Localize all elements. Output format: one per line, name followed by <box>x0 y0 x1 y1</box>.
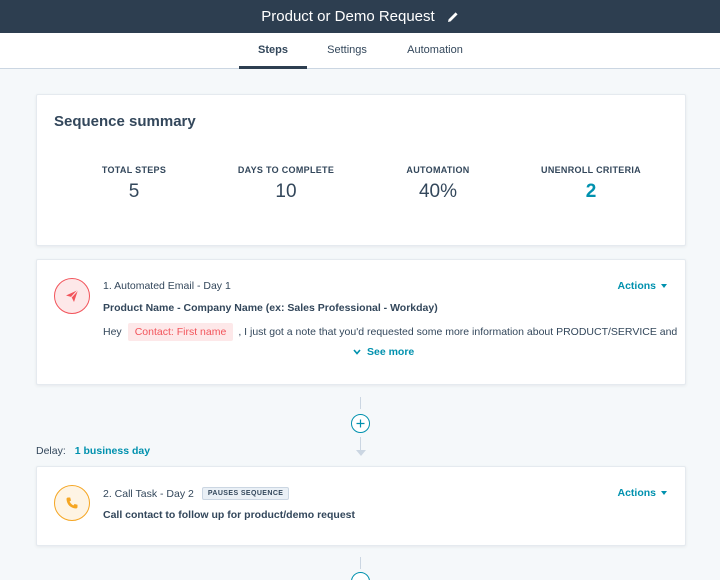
connector-line <box>360 397 361 409</box>
stat-label: TOTAL STEPS <box>101 165 167 175</box>
tab-bar: Steps Settings Automation <box>0 33 720 69</box>
stat-label: AUTOMATION <box>406 165 470 175</box>
stat-label: UNENROLL CRITERIA <box>541 165 641 175</box>
step-heading-text: 2. Call Task - Day 2 <box>103 487 194 500</box>
step-card-email: 1. Automated Email - Day 1 Actions Produ… <box>36 259 686 385</box>
step-heading-text: 1. Automated Email - Day 1 <box>103 280 231 292</box>
body-prefix: Hey <box>103 326 122 338</box>
step-heading: 2. Call Task - Day 2 PAUSES SEQUENCE <box>103 487 290 500</box>
personalization-token: Contact: First name <box>127 323 234 341</box>
body-suffix: , I just got a note that you'd requested… <box>238 326 678 338</box>
stat-value: 10 <box>275 181 297 202</box>
tab-settings[interactable]: Settings <box>327 44 367 56</box>
stat-label: DAYS TO COMPLETE <box>237 165 335 175</box>
unenroll-criteria-link[interactable]: 2 <box>585 181 597 202</box>
connector-line <box>360 437 361 450</box>
stat-days-to-complete: DAYS TO COMPLETE 10 <box>216 165 356 203</box>
see-more-label: See more <box>367 346 415 358</box>
step-heading: 1. Automated Email - Day 1 <box>103 280 231 292</box>
caret-down-icon <box>661 491 667 495</box>
stat-automation: AUTOMATION 40% <box>368 165 508 203</box>
email-subject: Product Name - Company Name (ex: Sales P… <box>103 302 438 314</box>
add-step-button[interactable] <box>351 572 370 580</box>
delay-row: Delay: 1 business day <box>36 445 150 457</box>
phone-icon <box>54 485 90 521</box>
delay-label: Delay: <box>36 445 66 457</box>
step-card-call: 2. Call Task - Day 2 PAUSES SEQUENCE Act… <box>36 466 686 546</box>
pauses-sequence-badge: PAUSES SEQUENCE <box>201 487 290 500</box>
stat-value: 40% <box>418 181 458 202</box>
paper-plane-icon <box>54 278 90 314</box>
tab-steps[interactable]: Steps <box>239 33 307 69</box>
actions-dropdown[interactable]: Actions <box>617 487 667 499</box>
tab-automation[interactable]: Automation <box>407 44 463 56</box>
pencil-icon[interactable] <box>447 11 459 23</box>
actions-label: Actions <box>617 280 656 292</box>
sequence-summary-card: Sequence summary TOTAL STEPS 5 DAYS TO C… <box>36 94 686 246</box>
arrow-down-icon <box>356 450 366 456</box>
delay-value-link[interactable]: 1 business day <box>74 445 151 457</box>
actions-label: Actions <box>617 487 656 499</box>
sequence-title: Product or Demo Request <box>261 8 435 25</box>
add-step-button[interactable] <box>351 414 370 433</box>
email-body-preview: Hey Contact: First name , I just got a n… <box>103 323 677 341</box>
call-task-title: Call contact to follow up for product/de… <box>103 509 356 521</box>
header-bar: Product or Demo Request <box>0 0 720 33</box>
plus-icon <box>356 419 365 428</box>
stat-value: 5 <box>128 181 140 202</box>
stat-total-steps: TOTAL STEPS 5 <box>64 165 204 203</box>
actions-dropdown[interactable]: Actions <box>617 280 667 292</box>
summary-title: Sequence summary <box>54 113 196 130</box>
see-more-link[interactable]: See more <box>353 346 414 358</box>
connector-line <box>360 557 361 569</box>
caret-down-icon <box>661 284 667 288</box>
chevron-down-icon <box>353 349 361 355</box>
stat-unenroll-criteria: UNENROLL CRITERIA 2 <box>521 165 661 203</box>
